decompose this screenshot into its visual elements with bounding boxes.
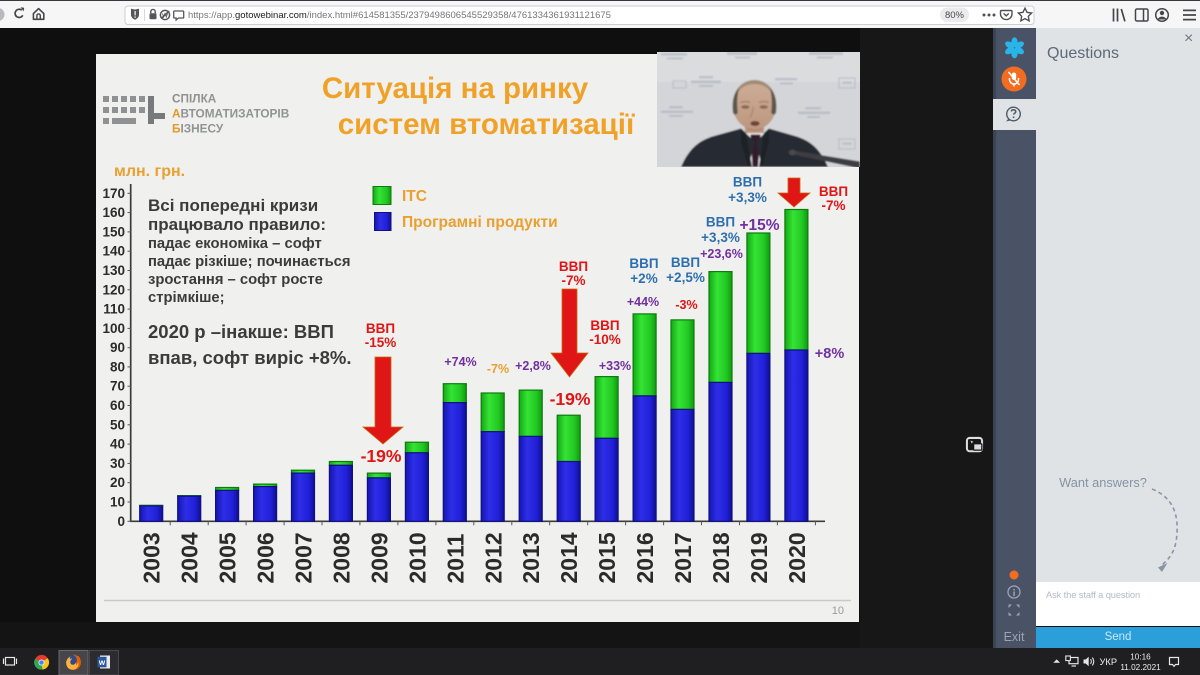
svg-text:2017: 2017 <box>670 532 696 583</box>
svg-text:-19%: -19% <box>550 389 591 409</box>
svg-text:-15%: -15% <box>365 335 397 350</box>
svg-text:80%: 80% <box>945 10 965 21</box>
svg-text:впав, софт виріс +8%.: впав, софт виріс +8%. <box>148 347 352 368</box>
svg-text:+74%: +74% <box>444 355 476 369</box>
svg-text:0: 0 <box>117 514 125 529</box>
svg-text:2012: 2012 <box>480 532 506 583</box>
svg-text:w: w <box>98 658 106 667</box>
svg-text:2016: 2016 <box>632 532 658 583</box>
svg-text:20: 20 <box>110 475 125 490</box>
svg-text:-7%: -7% <box>487 362 509 376</box>
svg-text:-7%: -7% <box>561 273 585 288</box>
svg-text:10: 10 <box>832 605 844 617</box>
svg-text:+23,6%: +23,6% <box>700 247 743 261</box>
svg-text:зростання – софт росте: зростання – софт росте <box>148 272 323 288</box>
svg-text:ВВП: ВВП <box>733 175 762 190</box>
svg-text:БІЗНЕСУ: БІЗНЕСУ <box>172 122 224 136</box>
svg-text:2020: 2020 <box>784 532 810 583</box>
svg-text:+8%: +8% <box>815 346 845 362</box>
svg-text:2020 р –інакше: ВВП: 2020 р –інакше: ВВП <box>148 321 334 342</box>
svg-text:2005: 2005 <box>215 532 241 583</box>
svg-text:50: 50 <box>110 417 125 432</box>
svg-text:11.02.2021: 11.02.2021 <box>1120 663 1161 672</box>
svg-text:Всі попередні кризи: Всі попередні кризи <box>148 196 318 215</box>
svg-text:+2,5%: +2,5% <box>666 270 705 285</box>
svg-text:https://app.gotowebinar.com/in: https://app.gotowebinar.com/index.html#6… <box>188 10 611 21</box>
svg-text:ВВП: ВВП <box>819 184 848 199</box>
svg-text:СПІЛКА: СПІЛКА <box>172 92 217 106</box>
svg-text:+2,8%: +2,8% <box>515 359 551 373</box>
svg-text:ІТС: ІТС <box>402 188 427 205</box>
svg-text:ВВП: ВВП <box>366 321 395 336</box>
svg-text:170: 170 <box>102 186 125 201</box>
svg-text:ВВП: ВВП <box>559 259 588 274</box>
svg-text:2010: 2010 <box>404 532 430 583</box>
svg-text:2003: 2003 <box>139 532 165 583</box>
svg-text:2009: 2009 <box>366 532 392 583</box>
svg-text:+3,3%: +3,3% <box>701 230 740 245</box>
svg-text:30: 30 <box>110 456 125 471</box>
svg-text:2018: 2018 <box>708 532 734 583</box>
svg-text:Програмні продукти: Програмні продукти <box>402 214 558 231</box>
svg-text:+44%: +44% <box>627 295 659 309</box>
svg-text:10:16: 10:16 <box>1130 652 1151 661</box>
svg-text:160: 160 <box>102 205 125 220</box>
svg-text:2013: 2013 <box>518 532 544 583</box>
svg-text:ВВП: ВВП <box>590 318 619 333</box>
svg-text:2019: 2019 <box>746 532 772 583</box>
svg-text:ВВП: ВВП <box>706 215 735 230</box>
svg-text:100: 100 <box>102 321 125 336</box>
svg-text:стрімкіше;: стрімкіше; <box>148 290 225 306</box>
svg-text:130: 130 <box>102 263 125 278</box>
svg-text:2014: 2014 <box>556 532 582 583</box>
svg-text:падає різкіше; починається: падає різкіше; починається <box>148 254 351 270</box>
svg-text:60: 60 <box>110 398 125 413</box>
svg-text:-7%: -7% <box>821 198 845 213</box>
svg-text:2006: 2006 <box>253 532 279 583</box>
svg-text:2008: 2008 <box>328 532 354 583</box>
svg-text:120: 120 <box>102 282 125 297</box>
svg-text:АВТОМАТИЗАТОРІВ: АВТОМАТИЗАТОРІВ <box>172 107 289 121</box>
svg-text:150: 150 <box>102 224 125 239</box>
svg-text:2011: 2011 <box>442 533 468 583</box>
svg-text:-19%: -19% <box>361 446 402 466</box>
svg-text:+15%: +15% <box>739 217 779 234</box>
svg-text:-3%: -3% <box>675 298 697 312</box>
svg-text:Exit: Exit <box>1004 630 1025 644</box>
svg-text:10: 10 <box>110 495 125 510</box>
svg-text:+33%: +33% <box>599 359 631 373</box>
svg-text:систем втоматизації: систем втоматизації <box>338 108 635 141</box>
svg-text:+2%: +2% <box>630 271 657 286</box>
svg-text:падає економіка – софт: падає економіка – софт <box>148 236 322 252</box>
svg-text:+3,3%: +3,3% <box>728 190 767 205</box>
svg-text:40: 40 <box>110 437 125 452</box>
svg-text:110: 110 <box>103 302 125 317</box>
svg-text:140: 140 <box>102 244 125 259</box>
svg-text:млн. грн.: млн. грн. <box>114 163 185 180</box>
svg-text:ВВП: ВВП <box>671 255 700 270</box>
svg-text:УКР: УКР <box>1100 657 1118 667</box>
svg-text:70: 70 <box>110 379 125 394</box>
svg-text:90: 90 <box>110 340 125 355</box>
svg-text:2004: 2004 <box>177 532 203 583</box>
svg-text:Ситуація на ринку: Ситуація на ринку <box>322 72 589 105</box>
svg-text:ВВП: ВВП <box>629 256 658 271</box>
svg-text:80: 80 <box>110 359 125 374</box>
svg-text:2015: 2015 <box>594 532 620 583</box>
svg-text:2007: 2007 <box>291 532 317 583</box>
svg-text:-10%: -10% <box>589 332 621 347</box>
svg-text:працювало правило:: працювало правило: <box>148 215 326 234</box>
